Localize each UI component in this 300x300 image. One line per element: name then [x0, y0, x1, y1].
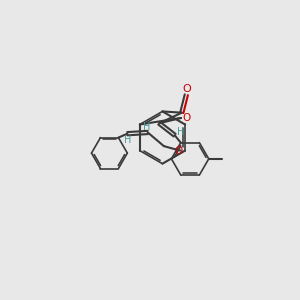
Text: H: H	[124, 135, 131, 145]
Text: H: H	[143, 122, 150, 132]
Text: O: O	[182, 84, 191, 94]
Text: O: O	[182, 113, 190, 123]
Text: O: O	[175, 146, 183, 156]
Text: H: H	[177, 127, 184, 137]
